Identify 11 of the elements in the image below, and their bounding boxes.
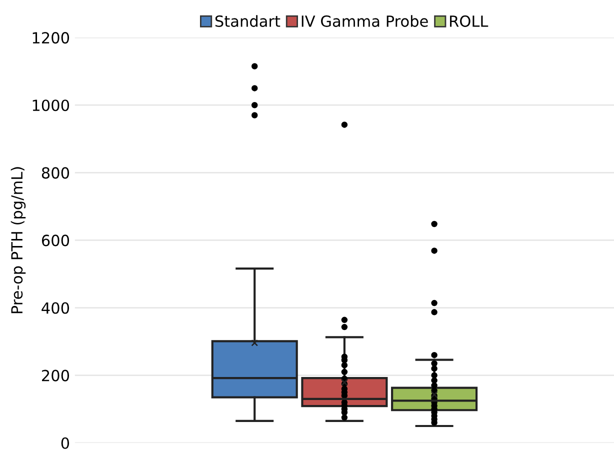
legend-label: Standart — [215, 15, 280, 27]
y-tick-label: 0 — [61, 437, 70, 449]
y-tick-label: 1200 — [32, 32, 70, 44]
y-tick-label: 200 — [42, 370, 70, 382]
y-tick-label: 400 — [42, 302, 70, 314]
y-tick-label: 600 — [42, 234, 70, 246]
legend-label: ROLL — [450, 15, 488, 27]
y-tick-label: 1000 — [32, 100, 70, 112]
y-tick-label: 800 — [42, 167, 70, 179]
legend-label: IV Gamma Probe — [302, 15, 428, 27]
y-axis-title: Pre-op PTH (pg/mL) — [10, 167, 26, 314]
